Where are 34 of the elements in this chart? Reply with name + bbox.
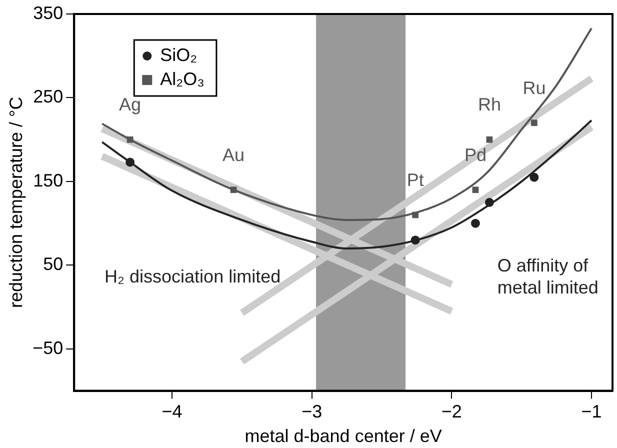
point: [484, 198, 494, 207]
x-tick-label: −3: [302, 402, 322, 422]
point: [530, 172, 539, 182]
y-tick-label: 350: [33, 2, 64, 23]
annotation: Au: [222, 144, 245, 165]
point: [472, 186, 479, 194]
y-tick-label: −50: [32, 338, 64, 358]
x-axis-title: metal d-band center / eV: [244, 426, 442, 446]
line-series: [101, 119, 593, 250]
annotation: Rh: [478, 94, 501, 115]
annotation: O affinity of metal limited: [497, 256, 598, 298]
point: [126, 158, 135, 167]
point: [531, 120, 538, 126]
y-tick-label: 50: [43, 254, 64, 274]
point: [126, 136, 134, 143]
point: [412, 212, 419, 218]
annotation: H₂ dissociation limited: [104, 266, 281, 287]
line-series: [101, 27, 593, 221]
annotation: Ag: [119, 94, 142, 115]
legend-label: SiO₂: [160, 44, 198, 65]
point: [486, 136, 493, 143]
annotation: Pt: [406, 170, 424, 190]
point: [470, 218, 480, 228]
x-tick-label: −4: [162, 402, 182, 422]
y-axis-title: reduction temperature / °C: [6, 96, 26, 308]
point: [410, 236, 420, 245]
y-tick-label: 250: [33, 86, 64, 107]
annotation: Ru: [522, 78, 546, 98]
x-tick-label: −1: [581, 402, 602, 422]
legend-label: Al₂O₃: [160, 68, 204, 89]
annotation: Pd: [464, 144, 486, 165]
y-tick-label: 150: [33, 170, 64, 190]
x-tick-label: −2: [441, 402, 462, 422]
point: [230, 186, 237, 194]
